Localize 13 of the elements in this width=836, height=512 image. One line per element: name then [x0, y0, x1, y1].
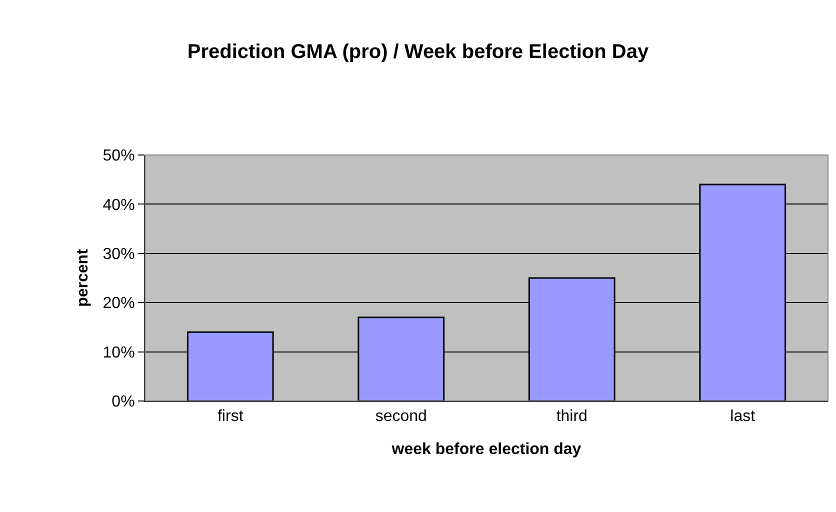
- x-tick-label: first: [217, 408, 244, 426]
- y-tick-label: 20%: [102, 295, 135, 312]
- x-axis-title: week before election day: [390, 440, 582, 458]
- x-tick-label: second: [375, 408, 427, 426]
- y-tick-label: 30%: [102, 246, 135, 263]
- y-tick-label: 0%: [112, 394, 135, 411]
- x-tick-label: last: [730, 408, 756, 426]
- y-axis-title: percent: [74, 248, 92, 307]
- y-tick-label: 50%: [102, 148, 135, 165]
- x-tick-label: third: [556, 408, 588, 426]
- y-tick-label: 10%: [102, 344, 135, 362]
- chart-title: Prediction GMA (pro) / Week before Election Day: [187, 41, 650, 64]
- y-tick-label: 40%: [102, 196, 135, 214]
